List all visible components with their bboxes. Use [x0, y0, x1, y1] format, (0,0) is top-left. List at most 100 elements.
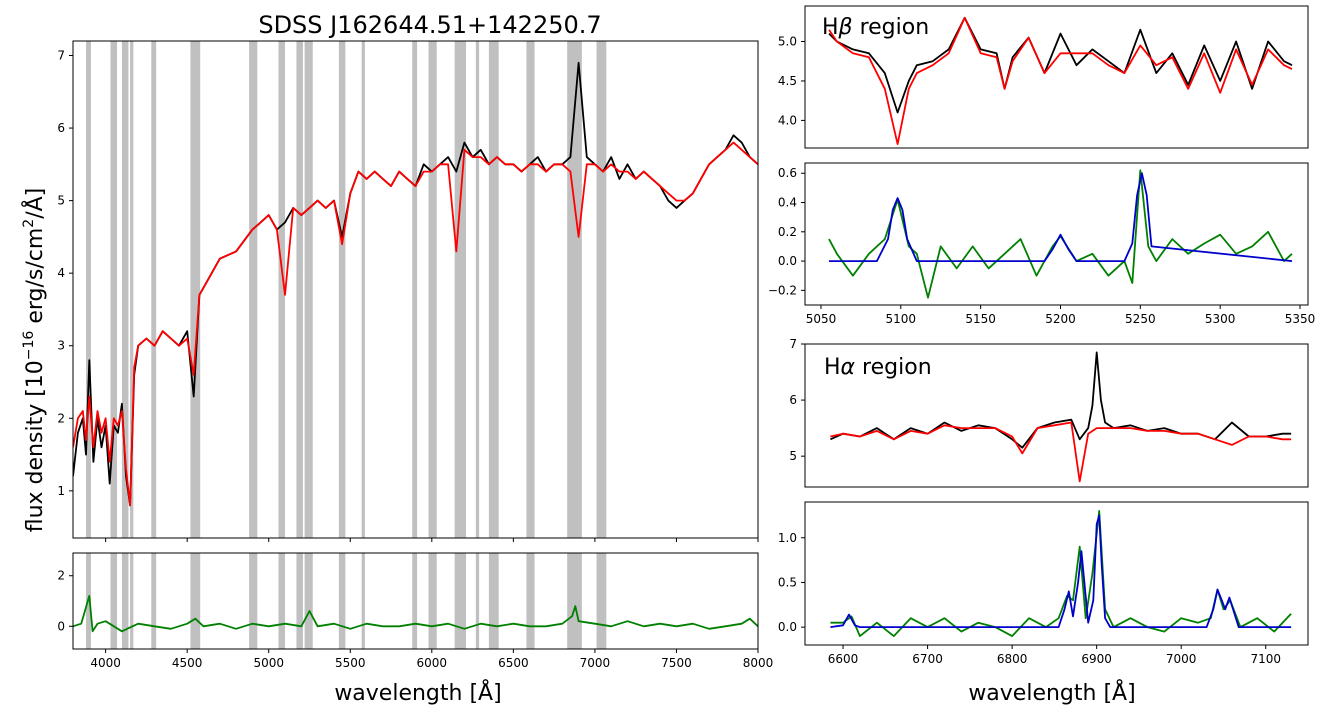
- halpha-residual-ytick-label: 1.0: [778, 531, 797, 545]
- main-residual-residual-line: [73, 595, 758, 633]
- main-spectrum-masked-region-1: [110, 41, 118, 538]
- main-spectrum-masked-region-0: [86, 41, 91, 538]
- halpha-residual-panel: 0.0 0.5 1.0 6600 6700 6800 6900 7000 7100: [778, 501, 1309, 666]
- main-spectrum-ytick-label: 4: [57, 266, 65, 280]
- main-spectrum-frame: [72, 40, 759, 539]
- main-residual-masked-region-3: [130, 553, 134, 649]
- hbeta-residual-frame: [804, 162, 1309, 306]
- hbeta-label-greek: β: [838, 15, 853, 40]
- main-residual-masked-region-18: [567, 553, 582, 649]
- main-residual-ytick-label: 2: [57, 569, 65, 583]
- main-spectrum-panel: 1 2 3 4 5 6 7: [57, 40, 759, 542]
- main-residual-masked-region-4: [151, 553, 157, 649]
- hbeta-spectrum-panel: 4.0 4.5 5.0: [778, 5, 1309, 149]
- hbeta-spectrum-frame: [804, 5, 1309, 149]
- y-axis-label-units: erg/s/cm: [23, 228, 48, 331]
- hbeta-residual-xtick-label: 5250: [1125, 312, 1156, 326]
- hbeta-residual-ytick-label: 0.0: [778, 254, 797, 268]
- main-spectrum-masked-region-11: [361, 41, 365, 538]
- y-axis-label-part: flux density [10: [23, 360, 48, 532]
- hbeta-label-h: H: [822, 15, 839, 40]
- main-spectrum-masked-region-7: [278, 41, 286, 538]
- hbeta-residual-xtick-label: 5050: [806, 312, 837, 326]
- main-spectrum-ytick-label: 7: [57, 49, 65, 63]
- main-spectrum-ytick-label: 5: [57, 194, 65, 208]
- halpha-residual-line_fit-line: [830, 514, 1292, 628]
- hbeta-residual-xtick-label: 5300: [1205, 312, 1236, 326]
- main-residual-masked-region-12: [412, 553, 418, 649]
- main-residual-masked-region-1: [110, 553, 118, 649]
- main-spectrum-masked-region-19: [596, 41, 607, 538]
- halpha-residual-frame: [804, 501, 1309, 646]
- main-spectrum-masked-region-16: [488, 41, 499, 538]
- main-residual-ytick-label: 0: [57, 619, 65, 633]
- main-residual-masked-region-7: [278, 553, 286, 649]
- halpha-spectrum-ytick-label: 5: [789, 449, 797, 463]
- main-spectrum-masked-region-5: [190, 41, 201, 538]
- main-spectrum-masked-region-10: [338, 41, 346, 538]
- main-residual-xtick-label: 4000: [90, 656, 121, 670]
- main-residual-masked-region-10: [338, 553, 346, 649]
- main-spectrum-masked-region-6: [249, 41, 258, 538]
- main-spectrum-masked-region-12: [412, 41, 418, 538]
- x-axis-label-right: wavelength [Å]: [968, 679, 1135, 706]
- main-spectrum-masked-region-3: [130, 41, 134, 538]
- halpha-spectrum-ytick-label: 7: [789, 337, 797, 351]
- y-axis-label-exponent: −16: [21, 331, 37, 361]
- main-residual-masked-region-5: [190, 553, 201, 649]
- y-axis-label: flux density [10−16 erg/s/cm2/Å]: [21, 188, 48, 533]
- main-spectrum-masked-region-9: [304, 41, 313, 538]
- hbeta-residual-panel: −0.2 0.0 0.2 0.4 0.6 5050 5100 5150 5200 5250 5300…: [768, 162, 1316, 326]
- halpha-residual-xtick-label: 7000: [1166, 652, 1197, 666]
- halpha-residual-xtick-label: 6800: [997, 652, 1028, 666]
- halpha-region-label: Hα region: [824, 355, 932, 380]
- main-residual-xtick-label: 6000: [417, 656, 448, 670]
- hbeta-residual-ytick-label: 0.4: [778, 196, 797, 210]
- main-residual-masked-region-9: [304, 553, 313, 649]
- hbeta-residual-ytick-label: −0.2: [768, 283, 797, 297]
- halpha-spectrum-panel: 5 6 7: [789, 337, 1309, 488]
- hbeta-residual-ytick-label: 0.2: [778, 225, 797, 239]
- main-spectrum-model-line: [73, 141, 758, 507]
- halpha-label-region: region: [855, 355, 932, 380]
- hbeta-spectrum-ytick-label: 5.0: [778, 35, 797, 49]
- main-residual-xtick-label: 7000: [580, 656, 611, 670]
- figure-title: SDSS J162644.51+142250.7: [258, 11, 601, 39]
- main-spectrum-masked-region-15: [475, 41, 480, 538]
- hbeta-spectrum-ytick-label: 4.5: [778, 74, 797, 88]
- halpha-residual-residual-line: [830, 509, 1292, 637]
- main-spectrum-masked-region-8: [296, 41, 303, 538]
- hbeta-residual-ytick-label: 0.6: [778, 166, 797, 180]
- main-residual-xtick-label: 7500: [661, 656, 692, 670]
- main-residual-xtick-label: 6500: [498, 656, 529, 670]
- hbeta-residual-line_fit-line: [829, 172, 1293, 263]
- main-spectrum-ytick-label: 3: [57, 339, 65, 353]
- halpha-spectrum-model-line: [830, 421, 1292, 483]
- halpha-residual-xtick-label: 7100: [1250, 652, 1281, 666]
- halpha-residual-ytick-label: 0.5: [778, 575, 797, 589]
- main-residual-panel: 0 2 4000 4500 5000 5500 6000 6500 7000 7500 8000: [57, 552, 773, 670]
- main-spectrum-ytick-label: 6: [57, 121, 65, 135]
- main-residual-frame: [72, 552, 759, 650]
- main-spectrum-ytick-label: 2: [57, 411, 65, 425]
- main-residual-masked-region-19: [596, 553, 607, 649]
- main-residual-masked-region-11: [361, 553, 365, 649]
- hbeta-residual-xtick-label: 5100: [886, 312, 917, 326]
- main-residual-masked-region-16: [488, 553, 499, 649]
- main-spectrum-masked-region-4: [151, 41, 157, 538]
- main-residual-masked-region-15: [475, 553, 480, 649]
- y-axis-label-end: /Å]: [21, 188, 48, 219]
- main-residual-masked-region-17: [526, 553, 535, 649]
- main-spectrum-masked-region-18: [567, 41, 582, 538]
- main-residual-masked-region-2: [121, 553, 129, 649]
- hbeta-spectrum-ytick-label: 4.0: [778, 113, 797, 127]
- halpha-residual-ytick-label: 0.0: [778, 620, 797, 634]
- hbeta-residual-xtick-label: 5150: [965, 312, 996, 326]
- halpha-residual-xtick-label: 6900: [1081, 652, 1112, 666]
- halpha-residual-xtick-label: 6700: [912, 652, 943, 666]
- main-residual-xtick-label: 5000: [253, 656, 284, 670]
- hbeta-residual-xtick-label: 5350: [1285, 312, 1316, 326]
- main-residual-masked-region-13: [428, 553, 437, 649]
